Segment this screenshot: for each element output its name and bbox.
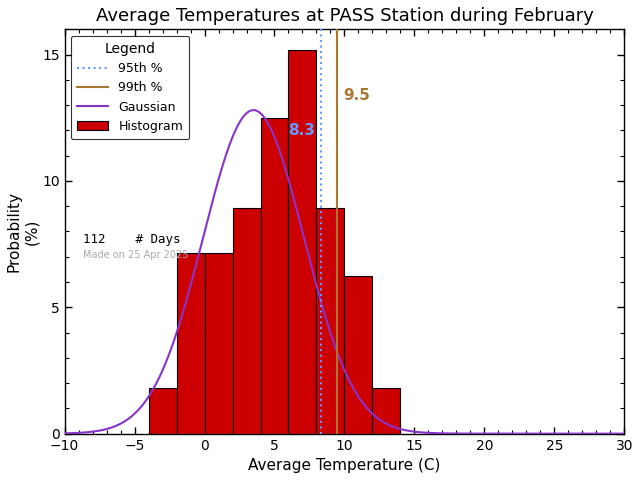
Bar [316, 208, 344, 433]
Bar [344, 276, 372, 433]
Y-axis label: Probability
(%): Probability (%) [7, 191, 39, 272]
X-axis label: Average Temperature (C): Average Temperature (C) [248, 458, 441, 473]
Text: 9.5: 9.5 [343, 88, 370, 103]
Legend: 95th %, 99th %, Gaussian, Histogram: 95th %, 99th %, Gaussian, Histogram [71, 36, 189, 139]
Bar [232, 208, 260, 433]
Bar [205, 253, 232, 433]
Text: Made on 25 Apr 2025: Made on 25 Apr 2025 [83, 250, 189, 260]
Bar [372, 388, 401, 433]
Bar [177, 253, 205, 433]
Bar [260, 118, 289, 433]
Title: Average Temperatures at PASS Station during February: Average Temperatures at PASS Station dur… [95, 7, 593, 25]
Text: 8.3: 8.3 [289, 123, 316, 138]
Bar [148, 388, 177, 433]
Text: 112    # Days: 112 # Days [83, 233, 180, 247]
Bar [289, 50, 316, 433]
